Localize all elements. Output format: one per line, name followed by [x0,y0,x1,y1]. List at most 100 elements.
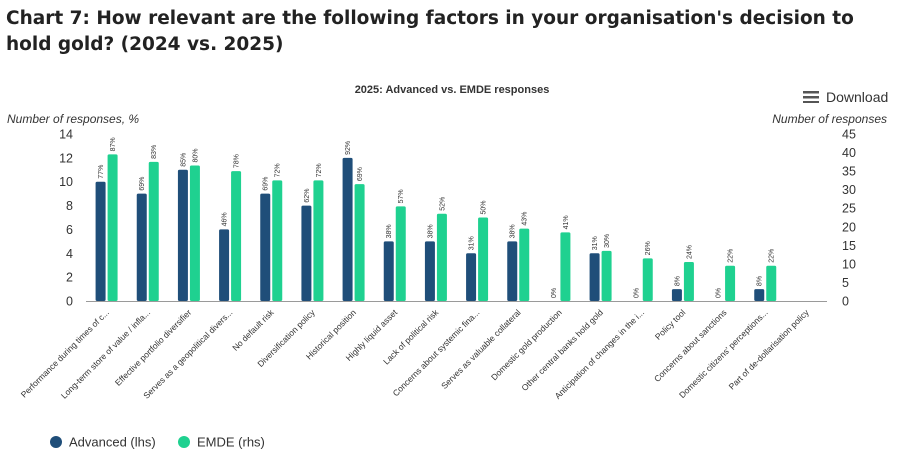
x-tick-label: Effective portfolio diversifier [113,307,194,388]
data-label: 46% [222,212,229,226]
bars: 77% 87% 69% 83% 85% 80% 46% 78% 69% 72% 62% 72% 92% 6… [95,137,777,302]
bar-emde[interactable] [766,265,777,301]
data-label: 72% [275,163,282,177]
y-axis-right-label: Number of responses [772,112,887,126]
legend[interactable]: Advanced (lhs) EMDE (rhs) [50,435,265,450]
bar-advanced[interactable] [95,181,106,301]
x-tick-label: Concerns about sanctions [652,307,729,384]
y-left-tick-label: 6 [66,223,73,237]
x-tick-label: Serves as valuable collateral [439,307,523,391]
download-label: Download [826,89,889,105]
data-label: 87% [110,137,117,151]
bar-advanced[interactable] [342,157,353,301]
bar-emde[interactable] [148,161,159,301]
x-tick-label: Domestic citizens' perceptions... [677,307,770,400]
data-label: 0% [716,288,723,298]
y-right-tick-label: 35 [842,165,856,179]
bar-advanced[interactable] [671,289,682,301]
bar-advanced[interactable] [383,241,394,301]
legend-marker [178,436,190,448]
bar-emde[interactable] [272,180,283,301]
page-title: Chart 7: How relevant are the following … [6,8,854,55]
x-tick-label: Policy tool [653,307,688,342]
data-label: 38% [386,224,393,238]
y-right-tick-label: 0 [842,295,849,309]
x-tick-label: Domestic gold production [489,307,564,382]
legend-item-emde[interactable]: EMDE (rhs) [178,435,265,450]
bar-emde[interactable] [436,213,447,301]
data-label: 52% [439,197,446,211]
data-label: 31% [592,236,599,250]
legend-label: Advanced (lhs) [69,435,156,450]
bar-emde[interactable] [478,217,489,302]
bar-emde[interactable] [601,250,612,301]
y-right-tick-label: 5 [842,276,849,290]
data-label: 24% [686,245,693,259]
legend-label: EMDE (rhs) [197,435,265,450]
y-right-tick-label: 30 [842,183,856,197]
y-axis-left-label: Number of responses, % [7,112,139,126]
bar-advanced[interactable] [136,193,147,301]
data-label: 50% [481,200,488,214]
y-left-tick-label: 12 [59,151,73,165]
data-label: 69% [357,167,364,181]
data-label: 85% [180,153,187,167]
data-label: 26% [645,241,652,255]
download-button[interactable]: Download [803,89,888,105]
bar-advanced[interactable] [219,229,230,301]
bar-emde[interactable] [560,232,571,301]
data-label: 62% [304,189,311,203]
bar-emde[interactable] [231,171,242,301]
y-left-tick-label: 10 [59,175,73,189]
data-label: 30% [604,234,611,248]
data-label: 77% [98,165,105,179]
data-label: 38% [427,224,434,238]
data-label: 38% [510,224,517,238]
bar-advanced[interactable] [424,241,435,301]
bar-emde[interactable] [189,165,200,301]
bar-emde[interactable] [725,265,736,301]
bar-emde[interactable] [642,258,653,301]
data-label: 92% [345,141,352,155]
data-label: 72% [316,163,323,177]
data-label: 69% [139,177,146,191]
bar-advanced[interactable] [589,253,600,301]
y-left-tick-label: 8 [66,199,73,213]
y-right-tick-label: 20 [842,220,856,234]
y-left-tick-label: 4 [66,247,73,261]
legend-item-advanced[interactable]: Advanced (lhs) [50,435,156,450]
x-tick-label: Serves as a geopolitical divers... [141,307,234,400]
x-tick-label: Long-term store of value / infla... [59,307,152,400]
data-label: 83% [151,145,158,159]
x-tick-label: Concerns about systemic fina... [391,307,482,398]
bar-emde[interactable] [107,154,118,301]
x-tick-label: Other central banks hold gold [519,307,605,393]
data-label: 8% [757,276,764,286]
data-label: 78% [234,154,241,168]
bar-advanced[interactable] [301,205,312,301]
data-label: 69% [263,177,270,191]
data-label: 43% [522,212,529,226]
bar-emde[interactable] [313,180,324,301]
bar-advanced[interactable] [466,253,477,301]
x-tick-label: Anticipation of changes in the i... [553,307,647,401]
bar-emde[interactable] [519,228,530,301]
menu-icon [803,91,819,103]
y-right-tick-label: 10 [842,257,856,271]
bar-advanced[interactable] [177,169,188,301]
bar-emde[interactable] [354,184,365,301]
y-right-tick-label: 40 [842,146,856,160]
y-right-tick-label: 45 [842,128,856,142]
bar-emde[interactable] [683,262,694,301]
data-label: 22% [769,249,776,263]
data-label: 0% [633,288,640,298]
y-left-tick-label: 2 [66,271,73,285]
bar-advanced[interactable] [754,289,765,301]
data-label: 0% [551,288,558,298]
bar-advanced[interactable] [260,193,271,301]
bar-advanced[interactable] [507,241,518,301]
bar-emde[interactable] [395,206,406,301]
y-right-tick-label: 25 [842,202,856,216]
data-label: 57% [398,189,405,203]
